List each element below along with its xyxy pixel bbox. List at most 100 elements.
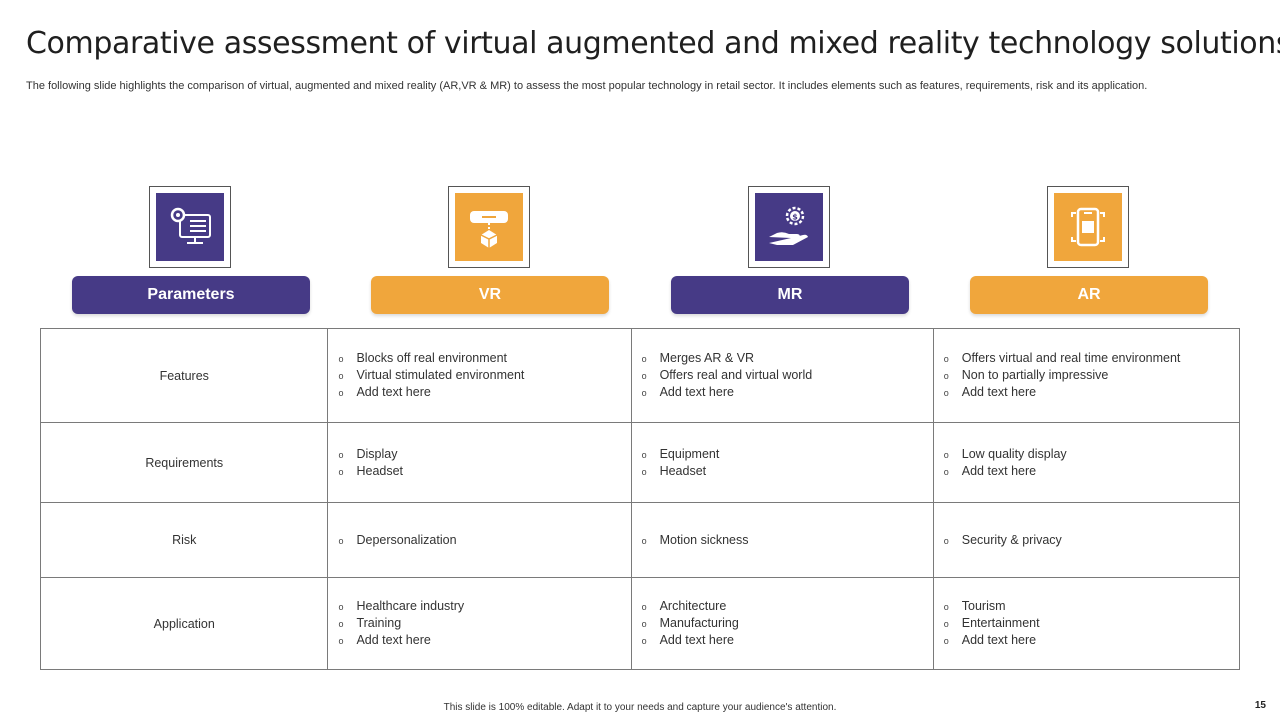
list-item: o Equipment — [642, 446, 933, 463]
list-item-text: Virtual stimulated environment — [356, 368, 525, 382]
list-item-text: Motion sickness — [659, 532, 749, 547]
list-item-text: Offers virtual and real time environment — [961, 351, 1181, 365]
list-item-text: Architecture — [659, 599, 727, 613]
list-item: o Offers real and virtual world — [642, 367, 933, 384]
list-item: o Display — [338, 446, 630, 463]
bullet-icon: o — [641, 449, 647, 460]
bullet-icon: o — [338, 602, 344, 612]
mr-cell: o Merges AR & VR o Offers real and virtual … — [630, 328, 934, 423]
bullet-icon: o — [338, 535, 344, 546]
table-row: Risk o Depersonalization o Motion sickness o S… — [39, 502, 1241, 578]
list-item-text: Security & privacy — [961, 532, 1062, 547]
bullet-icon: o — [943, 354, 949, 364]
header-mr: MR — [671, 276, 909, 314]
mr-cell: o Motion sickness — [630, 502, 934, 578]
computer-settings-icon — [170, 207, 211, 244]
list-item: o Add text here — [944, 632, 1239, 649]
list-item-text: Add text here — [659, 385, 734, 399]
bullet-icon: o — [943, 535, 949, 546]
list-item-text: Add text here — [356, 633, 431, 647]
bullet-icon: o — [943, 619, 949, 629]
list-item: o Offers virtual and real time environmen… — [944, 350, 1239, 367]
list-item-text: Add text here — [659, 633, 734, 647]
bullet-icon: o — [338, 371, 344, 381]
vr-cell: o Healthcare industry o Training o Add text h… — [327, 577, 632, 670]
bullet-icon: o — [338, 388, 344, 398]
bullet-icon: o — [943, 602, 949, 612]
mr-cell: o Architecture o Manufacturing o Add text her… — [630, 577, 934, 670]
list-item: o Add text here — [642, 632, 933, 649]
list-item: o Architecture — [642, 598, 933, 615]
list-item: o Headset — [338, 463, 630, 480]
ar-cell: o Offers virtual and real time environmen… — [932, 328, 1241, 423]
bullet-icon: o — [641, 535, 647, 546]
bullet-icon: o — [338, 354, 344, 364]
bullet-icon: o — [338, 619, 344, 629]
parameter-cell: Application — [39, 577, 329, 670]
ar-item-list: o Offers virtual and real time environmen… — [944, 350, 1239, 401]
list-item: o Low quality display — [944, 446, 1239, 463]
page-number: 15 — [1254, 700, 1266, 711]
list-item-text: Display — [356, 446, 398, 461]
bullet-icon: o — [338, 466, 344, 477]
table-row: Features o Blocks off real environment o Vir… — [39, 328, 1241, 423]
list-item-text: Headset — [356, 463, 404, 478]
list-item-text: Healthcare industry — [356, 599, 465, 613]
vr-cell: o Blocks off real environment o Virtual sti… — [327, 328, 632, 423]
list-item-text: Low quality display — [961, 446, 1067, 461]
comparison-table: Features o Blocks off real environment o Vir… — [39, 328, 1241, 670]
list-item: o Add text here — [642, 384, 933, 401]
mr-icon-box: $ — [748, 186, 830, 268]
vr-cell: o Depersonalization — [327, 502, 632, 578]
list-item-text: Equipment — [659, 446, 720, 461]
mr-item-list: o Equipment o Headset — [642, 446, 933, 480]
list-item: o Blocks off real environment — [338, 350, 630, 367]
mobile-ar-icon — [1071, 207, 1105, 247]
bullet-icon: o — [943, 449, 949, 460]
list-item: o Virtual stimulated environment — [338, 367, 630, 384]
list-item-text: Add text here — [961, 385, 1037, 399]
hand-money-gear-icon: $ — [769, 206, 808, 245]
ar-item-list: o Tourism o Entertainment o Add text here — [944, 598, 1239, 649]
list-item: o Add text here — [338, 632, 630, 649]
parameter-cell: Requirements — [39, 422, 329, 503]
list-item-text: Training — [356, 616, 402, 630]
ar-cell: o Low quality display o Add text here — [932, 422, 1241, 503]
ar-icon-box — [1047, 186, 1129, 268]
list-item-text: Entertainment — [961, 616, 1040, 630]
svg-text:$: $ — [792, 213, 798, 222]
list-item: o Tourism — [944, 598, 1239, 615]
list-item: o Security & privacy — [944, 532, 1239, 549]
ar-item-list: o Low quality display o Add text here — [944, 446, 1239, 480]
list-item-text: Manufacturing — [659, 616, 739, 630]
header-parameters: Parameters — [72, 276, 310, 314]
vr-item-list: o Display o Headset — [338, 446, 630, 480]
parameter-cell: Features — [39, 328, 329, 423]
page-subtitle: The following slide highlights the compa… — [26, 80, 1148, 92]
table-row: Requirements o Display o Headset o Equipment o H… — [39, 422, 1241, 503]
list-item: o Add text here — [944, 384, 1239, 401]
table-row: Application o Healthcare industry o Training… — [39, 577, 1241, 670]
bullet-icon: o — [641, 354, 647, 364]
vr-cell: o Display o Headset — [327, 422, 632, 503]
footer-note: This slide is 100% editable. Adapt it to… — [443, 702, 837, 713]
list-item: o Manufacturing — [642, 615, 933, 632]
list-item-text: Add text here — [961, 463, 1037, 478]
ar-item-list: o Security & privacy — [944, 532, 1239, 549]
list-item-text: Depersonalization — [356, 532, 457, 547]
vr-item-list: o Healthcare industry o Training o Add text h… — [338, 598, 630, 649]
parameter-cell: Risk — [39, 502, 329, 578]
list-item: o Depersonalization — [338, 532, 630, 549]
bullet-icon: o — [943, 466, 949, 477]
ar-cell: o Security & privacy — [932, 502, 1241, 578]
list-item-text: Tourism — [961, 599, 1006, 613]
list-item: o Healthcare industry — [338, 598, 630, 615]
bullet-icon: o — [943, 371, 949, 381]
list-item: o Entertainment — [944, 615, 1239, 632]
header-ar: AR — [970, 276, 1208, 314]
list-item: o Non to partially impressive — [944, 367, 1239, 384]
ar-cell: o Tourism o Entertainment o Add text here — [932, 577, 1241, 670]
vr-icon-box — [448, 186, 530, 268]
bullet-icon: o — [641, 619, 647, 629]
bullet-icon: o — [641, 602, 647, 612]
